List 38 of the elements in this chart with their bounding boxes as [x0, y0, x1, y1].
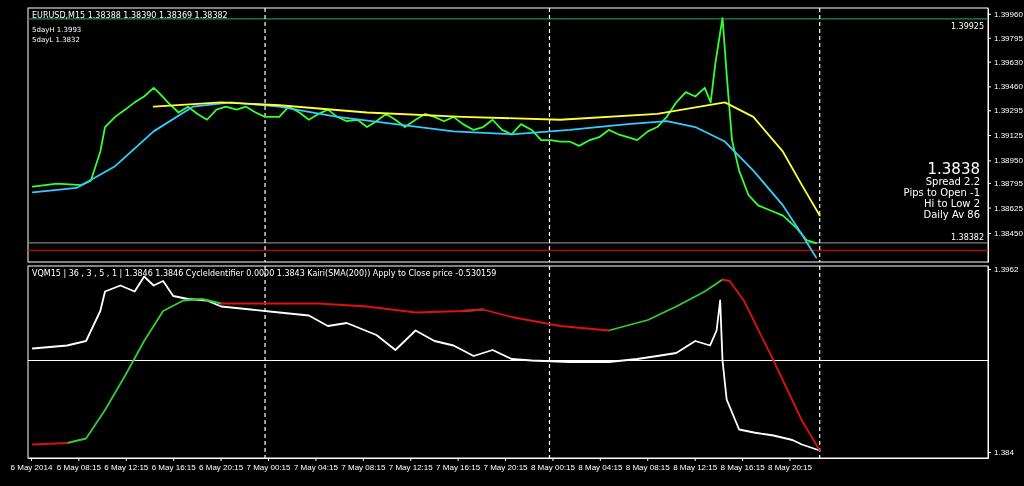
x-tick-label: 7 May 12:15: [388, 462, 434, 472]
y-tick-label: 1.39630: [994, 57, 1024, 67]
y-tick-label: 1.38795: [994, 178, 1024, 188]
x-tick-label: 8 May 00:15: [530, 462, 576, 472]
x-tick-label: 7 May 04:15: [293, 462, 339, 472]
ref-line-label: 1.38382: [950, 232, 984, 242]
x-tick-label: 8 May 08:15: [625, 462, 671, 472]
x-tick-label: 7 May 00:15: [246, 462, 292, 472]
x-tick-label: 6 May 16:15: [151, 462, 197, 472]
x-tick-label: 8 May 12:15: [673, 462, 718, 472]
y-tick-label: 1.39795: [994, 33, 1024, 43]
y-tick-label: 1.39295: [994, 106, 1024, 116]
y-tick-label: 1.38625: [994, 203, 1024, 213]
y-tick-label: 1.39960: [994, 9, 1024, 19]
x-tick-label: 8 May 16:15: [720, 462, 766, 472]
x-tick-label: 7 May 08:15: [341, 462, 386, 472]
ref-line-label: 1.39925: [950, 21, 984, 31]
x-tick-label: 6 May 08:15: [56, 462, 102, 472]
chart-title: VQM15 | 36 , 3 , 5 , 1 | 1.3846 1.3846 CycleIdentifier 0.0000 1.3843 Kairi(SMA(200)) Apply to Close price -0.530159: [32, 269, 497, 278]
x-tick-label: 6 May 2014: [10, 462, 53, 472]
annotation: Daily Av 86: [923, 209, 980, 220]
x-tick-label: 8 May 20:15: [767, 462, 813, 472]
x-tick-label: 8 May 04:15: [578, 462, 623, 472]
x-tick-label: 7 May 20:15: [483, 462, 529, 472]
y-tick-label: 1.39125: [994, 131, 1024, 141]
annotation: Spread 2.2: [925, 176, 980, 187]
annotation: 1.3838: [927, 160, 980, 178]
y-tick-label: 1.39460: [994, 82, 1024, 92]
y-tick-label: 1.384: [994, 448, 1015, 458]
y-tick-label: 1.3962: [994, 265, 1020, 275]
y-tick-label: 1.38950: [994, 156, 1024, 166]
x-tick-label: 6 May 20:15: [199, 462, 244, 472]
annotation: Hi to Low 2: [924, 198, 980, 209]
x-tick-label: 6 May 12:15: [104, 462, 149, 472]
annotation: Pips to Open -1: [903, 187, 980, 198]
chart-title: EURUSD,M15 1.38388 1.38390 1.38369 1.38382: [32, 11, 228, 20]
y-tick-label: 1.38450: [994, 229, 1024, 239]
x-tick-label: 7 May 16:15: [436, 462, 481, 472]
